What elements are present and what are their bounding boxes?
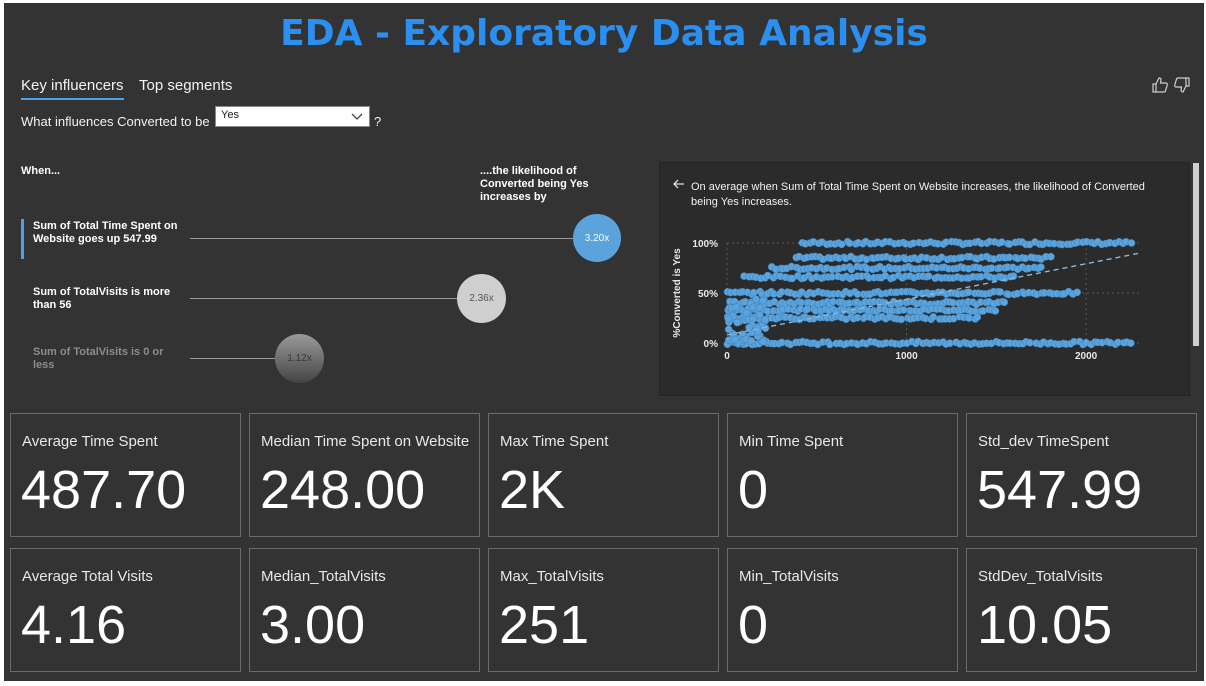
y-axis-label: %Converted is Yes (672, 248, 683, 338)
kpi-label: Std_dev TimeSpent (978, 433, 1109, 450)
detail-explanation: On average when Sum of Total Time Spent … (691, 181, 1145, 208)
kpi-card-median-time-spent: Median Time Spent on Website 248.00 (249, 413, 480, 537)
scatter-point (803, 305, 812, 313)
scatter-point (924, 272, 933, 280)
kpi-card-min-total-visits: Min_TotalVisits 0 (727, 548, 958, 672)
scatter-point (991, 307, 1000, 315)
y-tick-label: 0% (704, 339, 719, 350)
scatter-chart: %Converted is Yes 100% 50% 0% 0 1000 2000 (672, 237, 1141, 362)
target-value-dropdown[interactable]: Yes (215, 106, 370, 127)
y-tick-label: 100% (692, 239, 718, 250)
scatter-point (755, 311, 764, 319)
x-tick-label: 0 (724, 351, 730, 362)
chevron-down-icon (351, 113, 363, 120)
kpi-label: Max_TotalVisits (500, 568, 604, 585)
kpi-label: Average Total Visits (22, 568, 153, 585)
scatter-point (724, 314, 733, 323)
scatter-point (747, 336, 756, 345)
scatter-point (1000, 298, 1009, 307)
influencer-connector-1 (190, 238, 575, 239)
detail-scrollbar[interactable] (1193, 163, 1199, 346)
tab-key-influencers[interactable]: Key influencers (21, 77, 124, 94)
x-tick-label: 2000 (1075, 351, 1098, 362)
influencer-bubble-2[interactable]: 2.36x (457, 274, 506, 323)
scatter-point (1126, 339, 1135, 347)
kpi-label: Min_TotalVisits (739, 568, 839, 585)
selected-influencer-marker (21, 219, 24, 259)
scatter-point (1127, 239, 1136, 247)
when-header: When... (21, 165, 61, 177)
scatter-point (996, 288, 1005, 296)
kpi-value: 547.99 (977, 460, 1143, 520)
dropdown-selected-value: Yes (221, 109, 239, 121)
kpi-value: 251 (499, 595, 590, 655)
kpi-card-stddev-total-visits: StdDev_TotalVisits 10.05 (966, 548, 1197, 672)
scatter-point (973, 313, 982, 322)
scatter-point (897, 315, 906, 324)
kpi-card-average-total-visits: Average Total Visits 4.16 (10, 548, 241, 672)
kpi-label: Median_TotalVisits (261, 568, 386, 585)
report-title: EDA - Exploratory Data Analysis (280, 13, 928, 54)
kpi-value: 248.00 (260, 460, 426, 520)
kpi-value: 4.16 (21, 595, 127, 655)
question-label: What influences Converted to be (21, 114, 210, 129)
scatter-point (929, 313, 938, 321)
report-canvas: EDA - Exploratory Data Analysis Key infl… (4, 3, 1204, 681)
thumbs-down-icon[interactable] (1173, 76, 1191, 94)
scatter-point (1037, 263, 1045, 271)
scatter-point (733, 318, 742, 327)
influencer-label-3[interactable]: Sum of TotalVisits is 0 or less (33, 346, 164, 371)
influencer-detail-panel: On average when Sum of Total Time Spent … (659, 162, 1190, 396)
kpi-label: Average Time Spent (22, 433, 158, 450)
influencer-connector-3 (190, 358, 280, 359)
influencer-bubble-3[interactable]: 1.12x (275, 334, 324, 383)
active-tab-underline (21, 98, 124, 100)
x-tick-label: 1000 (895, 351, 918, 362)
influencer-label-1[interactable]: Sum of Total Time Spent on Website goes … (33, 220, 178, 245)
scatter-point (749, 288, 758, 297)
kpi-label: Median Time Spent on Website (261, 433, 470, 450)
scatter-point (1073, 288, 1081, 297)
influencer-connector-2 (190, 298, 458, 299)
kpi-card-min-time-spent: Min Time Spent 0 (727, 413, 958, 537)
scatter-point (1047, 252, 1055, 261)
back-arrow-icon[interactable] (672, 177, 686, 191)
influencer-bubble-1[interactable]: 3.20x (573, 214, 621, 262)
kpi-card-average-time-spent: Average Time Spent 487.70 (10, 413, 241, 537)
kpi-label: Min Time Spent (739, 433, 844, 450)
tab-top-segments[interactable]: Top segments (139, 77, 233, 94)
scatter-point (752, 295, 760, 304)
trend-line (726, 252, 1141, 336)
scatter-point (732, 303, 741, 312)
influencer-label-2[interactable]: Sum of TotalVisits is more than 56 (33, 286, 171, 311)
thumbs-up-icon[interactable] (1151, 76, 1169, 94)
scatter-point (964, 288, 973, 297)
scatter-point (755, 304, 764, 312)
kpi-value: 487.70 (21, 460, 187, 520)
likelihood-header: ....the likelihood of Converted being Ye… (480, 165, 589, 203)
kpi-card-median-total-visits: Median_TotalVisits 3.00 (249, 548, 480, 672)
kpi-value: 0 (738, 595, 769, 655)
scatter-point (759, 337, 768, 346)
scatter-point (826, 340, 834, 349)
kpi-value: 0 (738, 460, 769, 520)
scatter-point (759, 296, 767, 305)
kpi-card-max-total-visits: Max_TotalVisits 251 (488, 548, 719, 672)
kpi-label: StdDev_TotalVisits (978, 568, 1103, 585)
kpi-card-max-time-spent: Max Time Spent 2K (488, 413, 719, 537)
kpi-card-stddev-time-spent: Std_dev TimeSpent 547.99 (966, 413, 1197, 537)
y-tick-label: 50% (698, 289, 718, 300)
kpi-value: 10.05 (977, 595, 1113, 655)
kpi-value: 2K (499, 460, 566, 520)
kpi-label: Max Time Spent (500, 433, 609, 450)
scatter-point (724, 325, 733, 334)
scatter-point (742, 308, 751, 317)
kpi-value: 3.00 (260, 595, 366, 655)
scatter-point (749, 303, 758, 312)
scatter-point (731, 335, 739, 344)
question-mark: ? (374, 114, 382, 129)
